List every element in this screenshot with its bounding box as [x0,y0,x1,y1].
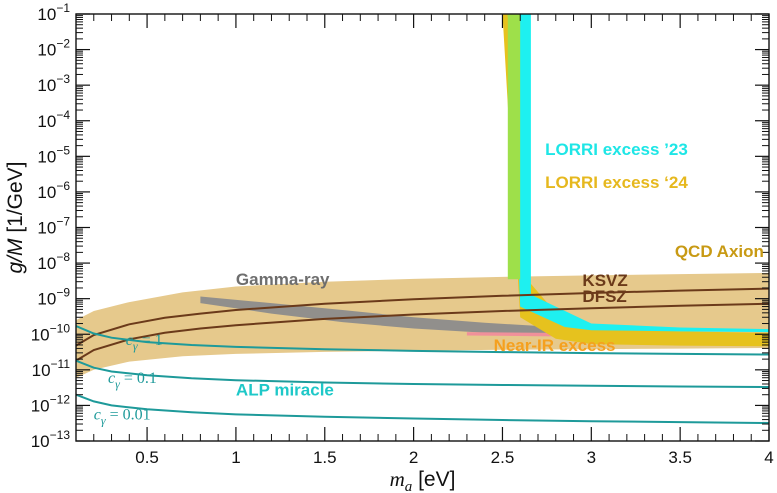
y-tick-base: 10 [31,432,50,451]
annotation-ksvz: KSVZ [582,271,627,290]
x-axis-title: ma [eV] [390,467,456,493]
y-tick-exponent: −3 [56,72,70,86]
y-tick-label: 10−10 [31,321,71,344]
annotation-lorri-excess-23: LORRI excess ’23 [545,140,688,159]
math-var: c [108,370,115,387]
y-tick-label: 10−7 [37,215,70,238]
region-overlap [507,14,521,280]
y-tick-base: 10 [37,254,56,273]
annotation-qcd-axion: QCD Axion [675,242,764,261]
x-tick-label: 2.5 [491,448,515,467]
y-tick-exponent: −11 [51,357,71,371]
y-tick-label: 10−13 [31,428,71,451]
math-rest: = 0.1 [120,370,157,387]
y-tick-label: 10−1 [37,1,70,24]
y-tick-base: 10 [37,219,56,238]
y-tick-exponent: −7 [56,215,70,229]
x-tick-label: 0.5 [135,448,159,467]
annotation-dfsz: DFSZ [582,287,626,306]
y-tick-base: 10 [32,361,51,380]
y-tick-base: 10 [31,396,50,415]
y-axis-var: g/M [4,238,27,274]
y-tick-base: 10 [37,5,56,24]
y-tick-exponent: −8 [56,250,70,264]
y-tick-label: 10−6 [37,179,70,202]
math-rest: = 0.01 [106,407,151,424]
x-tick-label: 3 [587,448,596,467]
annotation-near-ir-excess: Near-IR excess [494,336,616,355]
series-line-c-gamma-0-1 [76,359,769,388]
y-tick-label: 10−9 [37,286,70,309]
math-sub: γ [133,339,138,353]
math-var: c [94,407,101,424]
x-tick-label: 2 [409,448,418,467]
x-axis-var: m [390,467,405,491]
math-sub: γ [101,414,106,428]
math-var: c [126,332,133,349]
annotation-alp-miracle: ALP miracle [236,380,334,399]
shaded-regions [76,14,769,378]
y-tick-exponent: −6 [56,179,70,193]
y-tick-base: 10 [37,112,56,131]
y-tick-base: 10 [31,325,50,344]
annotation-c-gamma: cγ = 1 [126,332,163,353]
x-tick-label: 4 [764,448,773,467]
annotation-lorri-excess-24: LORRI excess ‘24 [545,173,688,192]
model-lines [76,287,769,424]
x-tick-label: 3.5 [668,448,692,467]
y-tick-label: 10−11 [32,357,71,380]
axis-ticks: 0.5 1 1.5 2 2.5 3 3.5 410−1310−1210−1110−1010−9… [31,1,774,467]
y-tick-label: 10−8 [37,250,70,273]
x-axis-sub: a [405,479,413,493]
series-line-c-gamma-0-01 [76,393,769,424]
annotation-c-gamma: cγ = 0.01 [94,407,151,428]
y-tick-base: 10 [37,183,56,202]
y-axis-unit: [1/GeV] [4,161,27,238]
annotation-c-gamma: cγ = 0.1 [108,370,157,391]
y-tick-exponent: −2 [56,37,70,51]
y-tick-base: 10 [37,147,56,166]
y-tick-exponent: −1 [56,1,70,15]
x-tick-label: 1.5 [313,448,337,467]
y-tick-label: 10−3 [37,72,70,95]
y-tick-exponent: −5 [56,143,70,157]
math-sub: γ [115,377,120,391]
y-axis-title: g/M [1/GeV] [4,161,27,273]
annotation-gamma-ray: Gamma-ray [236,270,330,289]
y-tick-base: 10 [37,41,56,60]
y-tick-exponent: −12 [50,392,71,406]
y-tick-exponent: −9 [56,286,70,300]
series-line-c-gamma-1 [76,325,769,356]
y-tick-base: 10 [37,76,56,95]
x-tick-label: 1 [231,448,240,467]
y-tick-label: 10−4 [37,108,70,131]
y-tick-exponent: −13 [50,428,71,442]
region-lorri-excess-23 [507,14,769,333]
y-tick-label: 10−12 [31,392,71,415]
axis-titles: ma [eV] g/M [1/GeV] [4,161,455,493]
series-line-ksvz [76,287,769,347]
annotations: LORRI excess ’23 LORRI excess ‘24 QCD Axio… [94,140,764,428]
x-axis-unit: [eV] [412,468,455,491]
y-tick-base: 10 [37,290,56,309]
y-tick-label: 10−5 [37,143,70,166]
y-tick-exponent: −10 [50,321,71,335]
math-rest: = 1 [138,332,163,349]
series-line-dfsz [76,302,769,362]
region-lorri-excess-24 [502,14,769,347]
y-tick-label: 10−2 [37,37,70,60]
y-tick-exponent: −4 [56,108,70,122]
